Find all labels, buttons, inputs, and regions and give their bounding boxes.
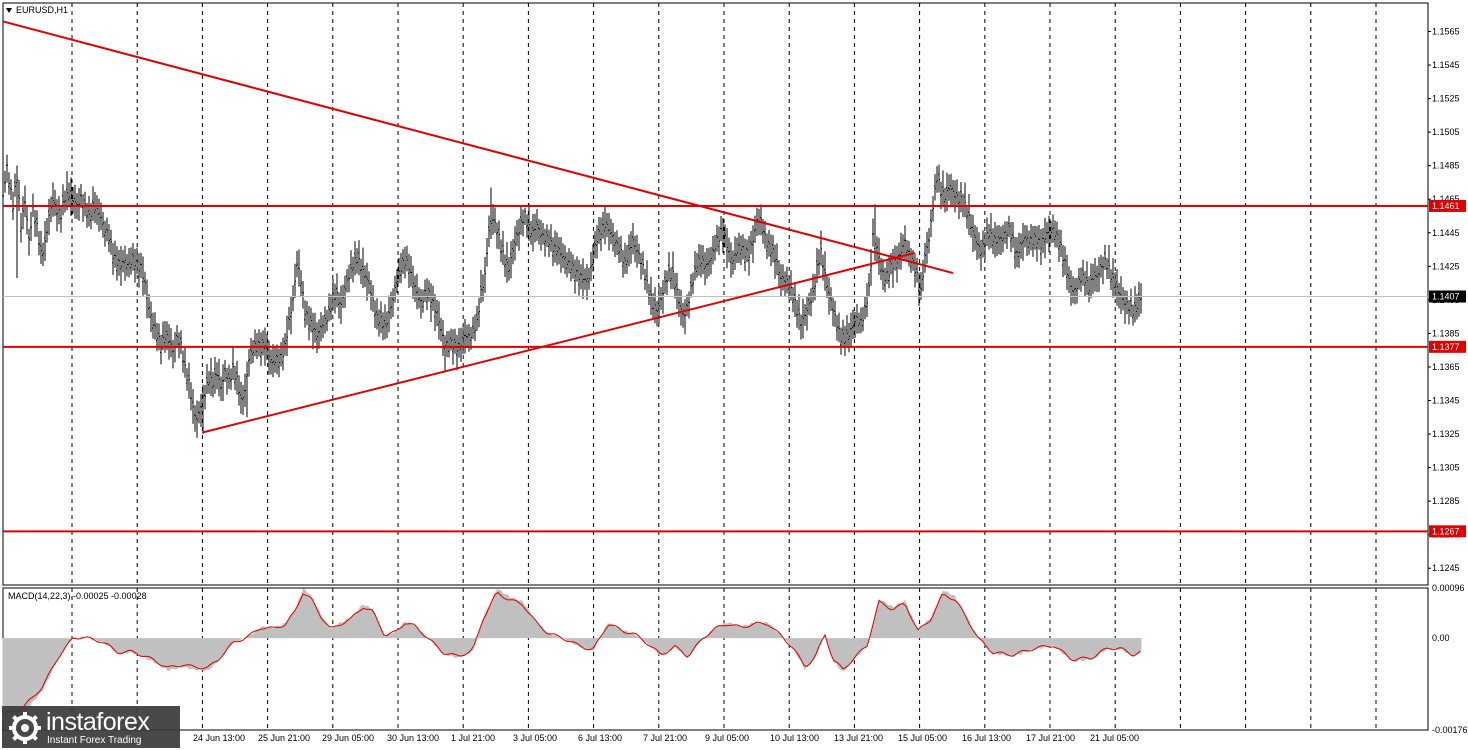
x-tick-label: 21 Jul 05:00 (1090, 733, 1139, 743)
x-tick-label: 13 Jul 21:00 (834, 733, 883, 743)
y-tick-label: 1.1245 (1432, 563, 1460, 573)
level-price-tag: 1.1377 (1432, 342, 1460, 352)
level-price-tag: 1.1267 (1432, 526, 1460, 536)
y-tick-label: 1.1305 (1432, 463, 1460, 473)
level-price-tag-bg (1429, 340, 1466, 353)
x-tick-label: 30 Jun 13:00 (387, 733, 439, 743)
x-tick-label: 15 Jul 05:00 (898, 733, 947, 743)
x-tick-label: 7 Jul 21:00 (643, 733, 687, 743)
x-tick-label: 1 Jul 21:00 (451, 733, 495, 743)
macd-signal-line (2, 591, 1141, 716)
x-tick-label: 29 Jun 05:00 (322, 733, 374, 743)
y-tick-label: 1.1505 (1432, 127, 1460, 137)
level-price-tag-bg (1429, 199, 1466, 212)
symbol-title: EURUSD,H1 (16, 5, 68, 15)
y-tick-label: 1.1425 (1432, 261, 1460, 271)
y-tick-label: 1.1525 (1432, 94, 1460, 104)
y-tick-label: 1.1485 (1432, 161, 1460, 171)
x-tick-label: 9 Jul 05:00 (705, 733, 749, 743)
y-tick-label: 1.1565 (1432, 27, 1460, 37)
level-price-tag-bg (1429, 525, 1466, 538)
y-tick-label: 1.1285 (1432, 496, 1460, 506)
logo-brand: instaforex (46, 708, 150, 736)
x-tick-label: 25 Jun 21:00 (258, 733, 310, 743)
collapse-triangle-icon[interactable] (6, 8, 12, 13)
instaforex-gear-icon (9, 712, 41, 744)
current-price-tag: 1.1407 (1432, 292, 1460, 302)
price-pane-frame (2, 2, 1429, 586)
watermark-logo: instaforex Instant Forex Trading (2, 706, 180, 748)
y-tick-label: 1.1325 (1432, 429, 1460, 439)
level-price-tag: 1.1461 (1432, 201, 1460, 211)
y-tick-label: 1.1545 (1432, 60, 1460, 70)
trendline (2, 20, 954, 275)
y-tick-label: 1.1365 (1432, 362, 1460, 372)
x-tick-label: 24 Jun 13:00 (193, 733, 245, 743)
y-tick-label: 1.1445 (1432, 228, 1460, 238)
x-tick-label: 10 Jul 13:00 (770, 733, 819, 743)
x-tick-label: 16 Jul 13:00 (962, 733, 1011, 743)
macd-title: MACD(14,22,3) -0.00025 -0.00028 (8, 591, 147, 601)
trendline (202, 251, 916, 434)
y-tick-label: 1.1465 (1432, 194, 1460, 204)
macd-pane-frame (2, 587, 1429, 731)
macd-y-tick-label: 0.00 (1432, 633, 1450, 643)
y-tick-label: 1.1345 (1432, 396, 1460, 406)
macd-y-tick-label: 0.00096 (1432, 583, 1465, 593)
macd-y-tick-label: -0.00176 (1432, 725, 1468, 735)
x-tick-label: 3 Jul 05:00 (513, 733, 557, 743)
x-tick-label: 6 Jul 13:00 (578, 733, 622, 743)
y-tick-label: 1.1385 (1432, 328, 1460, 338)
x-tick-label: 17 Jul 21:00 (1026, 733, 1075, 743)
logo-tagline: Instant Forex Trading (47, 735, 142, 746)
current-price-tag-bg (1429, 290, 1466, 303)
